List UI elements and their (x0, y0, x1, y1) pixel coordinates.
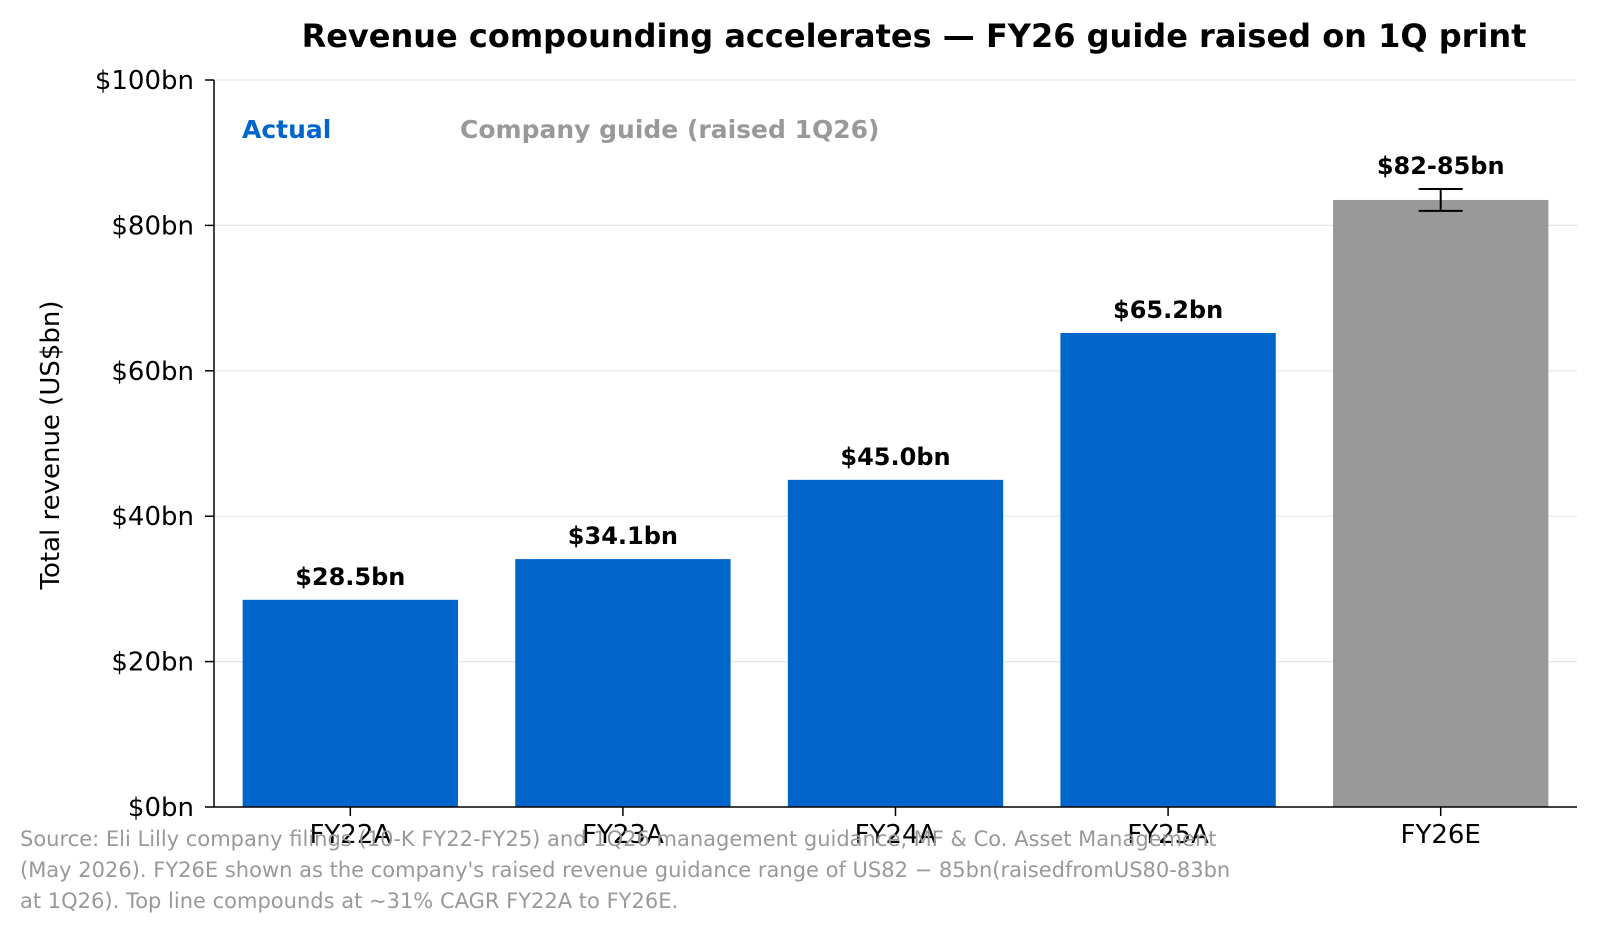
bar-fy24a (787, 479, 1004, 807)
bar-fy25a (1060, 332, 1276, 807)
x-tick-label-fy24a: FY24A (855, 820, 937, 850)
data-label-fy24a: $45.0bn (840, 443, 950, 471)
chart-title: Revenue compounding accelerates — FY26 g… (302, 17, 1527, 55)
y-tick-label-1: $20bn (111, 648, 194, 678)
y-tick-labels: $0bn $20bn $40bn $60bn $80bn $100bn (95, 66, 194, 823)
x-tick-label-fy23a: FY23A (582, 820, 664, 850)
bar-fy22a (242, 599, 458, 807)
axes (205, 79, 1577, 816)
x-tick-label-fy25a: FY25A (1127, 820, 1209, 850)
source-line-1: Source: Eli Lilly company filings (10-K … (20, 827, 1217, 851)
y-tick-label-5: $100bn (95, 66, 194, 96)
y-tick-label-2: $40bn (111, 502, 194, 532)
data-label-fy25a: $65.2bn (1113, 296, 1223, 324)
y-axis-label: Total revenue (US$bn) (36, 300, 66, 590)
bar-fy23a (515, 559, 731, 807)
legend-entry-guide: Company guide (raised 1Q26) (460, 115, 879, 144)
guide-range-marker (1418, 188, 1463, 212)
y-tick-label-3: $60bn (111, 357, 194, 387)
legend: Actual Company guide (raised 1Q26) (242, 115, 879, 144)
source-line-3: at 1Q26). Top line compounds at ~31% CAG… (20, 889, 678, 913)
y-tick-label-0: $0bn (128, 793, 194, 823)
x-tick-labels: FY22A FY23A FY24A FY25A FY26E (309, 820, 1480, 850)
bar-fy26e (1333, 199, 1549, 807)
source-line-2: (May 2026). FY26E shown as the company's… (20, 858, 1230, 882)
bars (242, 199, 1549, 807)
data-label-fy26e: $82-85bn (1377, 152, 1505, 180)
x-tick-label-fy26e: FY26E (1401, 820, 1481, 850)
x-tick-label-fy22a: FY22A (309, 820, 391, 850)
data-label-fy22a: $28.5bn (295, 563, 405, 591)
legend-entry-actual: Actual (242, 115, 331, 144)
y-tick-label-4: $80bn (111, 211, 194, 241)
source-note: Source: Eli Lilly company filings (10-K … (20, 827, 1230, 913)
data-label-fy23a: $34.1bn (568, 522, 678, 550)
data-labels: $28.5bn $34.1bn $45.0bn $65.2bn $82-85bn (295, 152, 1504, 591)
